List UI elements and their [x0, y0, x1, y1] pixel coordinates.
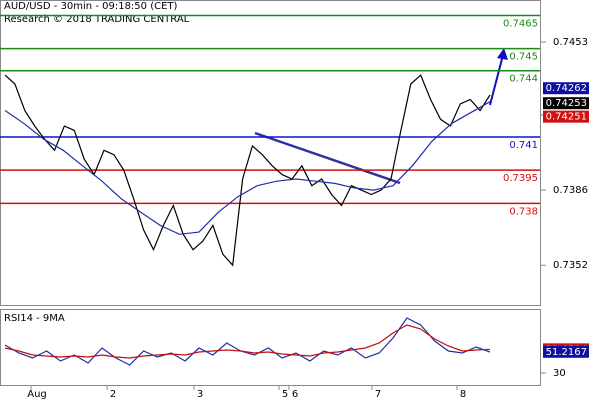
y-tick-label: 0.7352	[553, 260, 588, 271]
level-label: 0.741	[509, 140, 538, 151]
y-tick-label: 30	[553, 368, 566, 379]
price-tag	[543, 110, 589, 123]
price-tag	[543, 345, 589, 358]
y-tick-label: 0.7386	[553, 185, 588, 196]
series-line	[4, 317, 491, 366]
chart-subtitle: Research © 2018 TRADING CENTRAL	[4, 14, 190, 25]
series-line	[4, 101, 491, 235]
price-tag	[543, 97, 589, 110]
x-tick-label: 6	[292, 389, 298, 400]
chart-title: AUD/USD - 30min - 09:18:50 (CET)	[4, 1, 178, 12]
x-tick-label: 3	[197, 389, 203, 400]
series-line	[4, 74, 491, 267]
level-label: 0.745	[509, 52, 538, 63]
price-tag-label: 0.74262	[546, 83, 587, 94]
x-tick-label: 2	[110, 389, 116, 400]
level-label: 0.7465	[503, 18, 538, 29]
price-tag	[543, 82, 589, 95]
price-tag-label: 0.74251	[546, 112, 587, 123]
level-label: 0.7395	[503, 173, 538, 184]
price-panel	[0, 0, 541, 306]
arrow-head	[497, 48, 508, 60]
trend-line	[254, 131, 401, 185]
price-tag-label: 51.2167	[546, 347, 587, 358]
price-tag-label: 0.74253	[546, 98, 587, 109]
series-line	[4, 324, 491, 359]
y-tick-label: 0.7453	[553, 37, 588, 48]
x-tick-label: 8	[460, 389, 466, 400]
forecast-arrow	[489, 54, 504, 106]
level-label: 0.738	[509, 206, 538, 217]
x-tick-label: 5	[282, 389, 288, 400]
x-tick-label: Aug	[27, 389, 47, 400]
rsi-panel	[0, 309, 541, 386]
rsi-title: RSI14 - 9MA	[4, 313, 65, 324]
x-tick-label: 7	[375, 389, 381, 400]
level-label: 0.744	[509, 74, 538, 85]
